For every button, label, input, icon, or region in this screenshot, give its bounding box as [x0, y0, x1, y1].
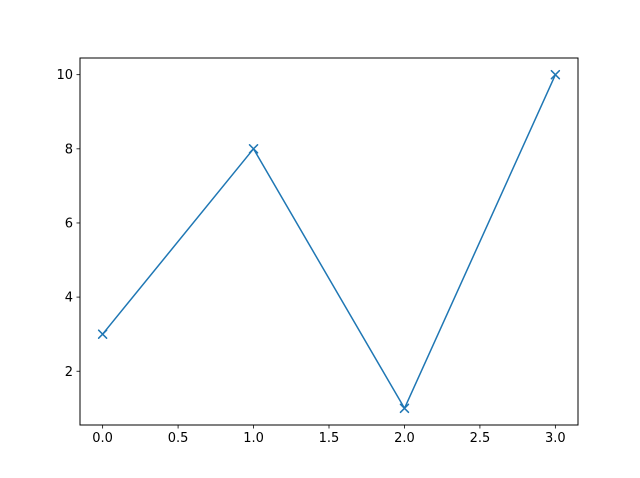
x-marker: [550, 69, 561, 80]
y-tick-label: 8: [65, 142, 73, 157]
series-line: [102, 74, 557, 410]
x-marker: [248, 144, 259, 154]
y-tick-label: 2: [65, 365, 73, 380]
x-marker: [97, 329, 108, 339]
series-markers: [97, 69, 561, 414]
y-tick-label: 6: [65, 217, 73, 232]
x-tick-label: 1.5: [319, 431, 340, 446]
x-tick-label: 0.0: [92, 431, 113, 446]
y-axis: 2 4 6 8 10: [56, 68, 80, 380]
axes-background: [80, 58, 578, 425]
x-tick-label: 2.5: [470, 431, 491, 446]
x-tick-label: 3.0: [545, 431, 566, 446]
x-tick-label: 1.0: [243, 431, 264, 446]
x-tick-label: 0.5: [168, 431, 189, 446]
x-tick-label: 2.0: [394, 431, 415, 446]
axes-spines: [79, 57, 579, 426]
x-axis: 0.0 0.5 1.0 1.5 2.0 2.5 3.0: [92, 425, 566, 446]
x-marker: [399, 403, 410, 414]
y-tick-label: 10: [56, 68, 73, 83]
y-tick-label: 4: [65, 291, 73, 306]
